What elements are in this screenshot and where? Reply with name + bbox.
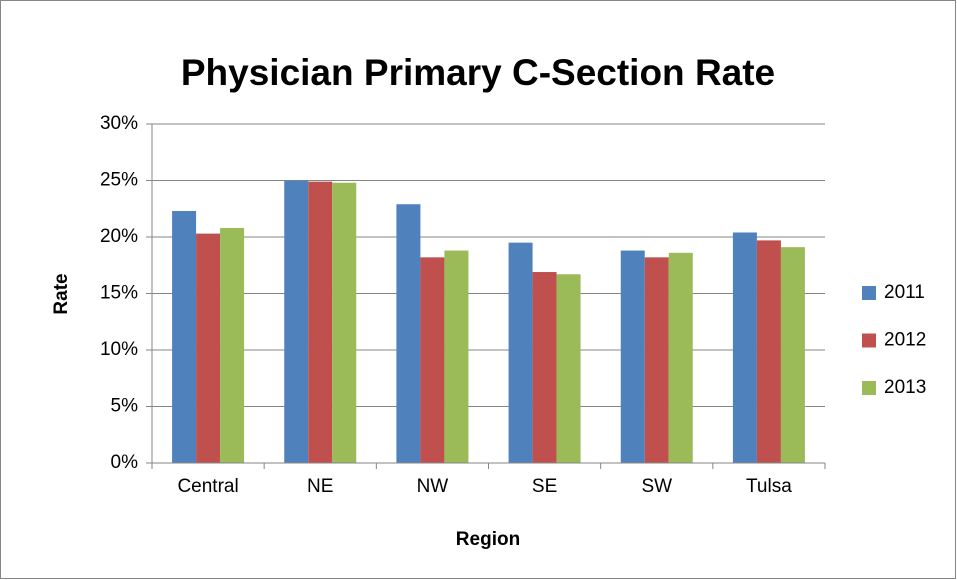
x-tick-label: SE bbox=[532, 476, 557, 497]
y-tick-label: 0% bbox=[111, 452, 139, 473]
legend-label: 2012 bbox=[884, 330, 926, 351]
bar bbox=[732, 232, 757, 463]
legend-label: 2011 bbox=[884, 282, 925, 303]
bar bbox=[172, 211, 197, 463]
x-tick-label: NE bbox=[307, 476, 333, 497]
bar bbox=[532, 272, 557, 463]
bar bbox=[444, 250, 469, 463]
y-tick-label: 10% bbox=[100, 339, 138, 360]
x-tick-label: SW bbox=[641, 476, 672, 497]
bar bbox=[756, 240, 781, 463]
bar bbox=[220, 227, 245, 463]
bar bbox=[644, 257, 669, 463]
bar bbox=[780, 247, 805, 463]
y-tick-label: 15% bbox=[100, 283, 138, 304]
bar bbox=[668, 252, 693, 463]
chart-title: Physician Primary C-Section Rate bbox=[181, 52, 775, 93]
bar bbox=[196, 233, 221, 463]
x-tick-label: NW bbox=[417, 476, 449, 497]
legend-swatch bbox=[862, 381, 876, 395]
y-tick-label: 20% bbox=[100, 226, 138, 247]
legend-swatch bbox=[862, 333, 876, 348]
y-axis-title: Rate bbox=[51, 273, 72, 314]
bar bbox=[620, 250, 645, 463]
x-axis-title: Region bbox=[456, 529, 520, 550]
bar bbox=[396, 204, 421, 464]
y-tick-label: 30% bbox=[100, 113, 138, 134]
x-tick-label: Central bbox=[177, 476, 238, 497]
bar bbox=[332, 182, 357, 463]
y-tick-label: 25% bbox=[100, 170, 138, 191]
bar bbox=[284, 180, 309, 463]
bar bbox=[420, 257, 445, 463]
legend-swatch bbox=[862, 286, 876, 300]
bar bbox=[556, 274, 581, 463]
x-tick-label: Tulsa bbox=[746, 476, 792, 497]
bar bbox=[508, 242, 533, 463]
legend-label: 2013 bbox=[884, 377, 926, 398]
bar bbox=[308, 181, 333, 463]
y-tick-label: 5% bbox=[111, 396, 139, 417]
